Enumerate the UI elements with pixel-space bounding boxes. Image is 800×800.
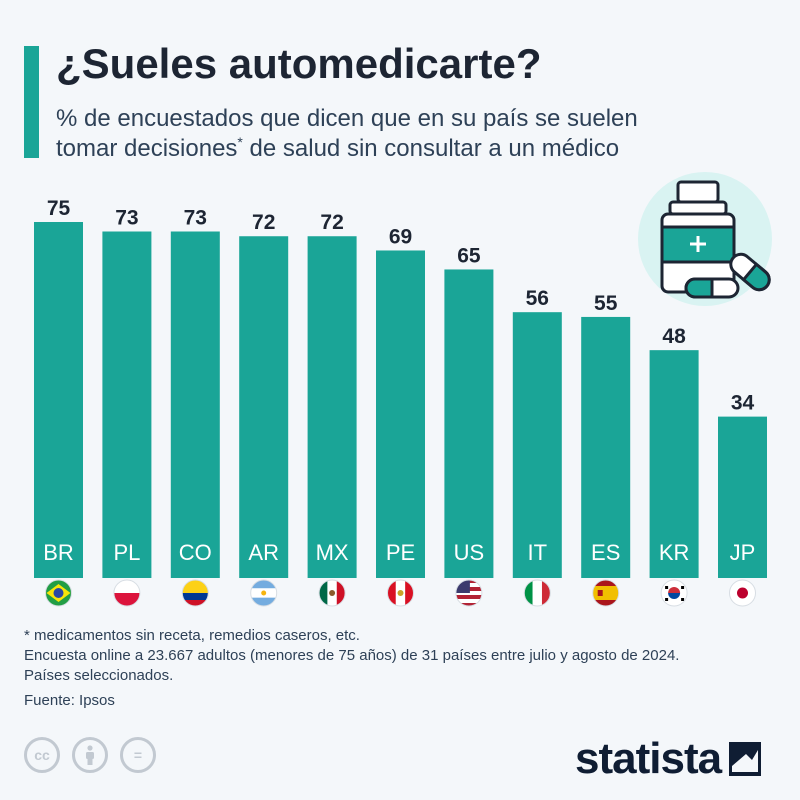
- bar-jp: [718, 416, 767, 578]
- bar-value-co: 73: [184, 206, 207, 229]
- bar-kr: [649, 350, 699, 578]
- bar-co: [170, 231, 220, 578]
- bar-value-us: 65: [457, 244, 481, 267]
- bar-es: [581, 316, 631, 578]
- usa-flag-icon: [455, 579, 483, 607]
- selection-note: Países seleccionados.: [24, 667, 174, 684]
- statista-logo[interactable]: statista: [575, 734, 762, 784]
- license-icons: cc =: [24, 737, 156, 773]
- bar-label-pe: PE: [386, 540, 415, 565]
- japan-flag-icon: [729, 579, 756, 607]
- bar-value-it: 56: [526, 287, 549, 310]
- subtitle-line-2: tomar decisiones* de salud sin consultar…: [56, 134, 756, 164]
- person-icon: [86, 745, 94, 765]
- bar-label-it: IT: [528, 540, 548, 565]
- argentina-flag-icon: [250, 579, 278, 607]
- bar-pe: [376, 250, 425, 579]
- bar-label-us: US: [454, 540, 485, 565]
- bar-value-jp: 34: [731, 392, 755, 415]
- bar-label-ar: AR: [248, 540, 279, 565]
- statista-logo-icon: [729, 742, 762, 776]
- bar-ar: [239, 236, 289, 579]
- bar-br: [34, 222, 83, 578]
- notes: * medicamentos sin receta, remedios case…: [24, 626, 784, 711]
- title-accent-bar: [24, 46, 39, 158]
- subtitle-asterisk: *: [237, 134, 243, 150]
- bar-label-pl: PL: [113, 540, 140, 565]
- chart-title: ¿Sueles automedicarte?: [56, 40, 542, 87]
- source-text: Fuente: Ipsos: [24, 692, 115, 709]
- survey-note: Encuesta online a 23.667 adultos (menore…: [24, 647, 680, 664]
- cc-label: cc: [34, 747, 50, 763]
- peru-flag-icon: [387, 579, 414, 607]
- bar-value-es: 55: [594, 292, 618, 315]
- footnote-text: * medicamentos sin receta, remedios case…: [24, 627, 360, 644]
- bar-label-es: ES: [591, 540, 620, 565]
- bar-us: [444, 269, 494, 578]
- bar-value-br: 75: [47, 197, 71, 220]
- bar-pl: [102, 231, 152, 578]
- no-derivatives-icon[interactable]: =: [120, 737, 156, 773]
- poland-flag-icon: [113, 579, 141, 607]
- brand-name: statista: [575, 734, 722, 783]
- bar-mx: [307, 236, 357, 579]
- bar-value-pe: 69: [389, 225, 412, 248]
- bar-label-mx: MX: [316, 540, 349, 565]
- south-korea-flag-icon: [660, 579, 688, 607]
- mexico-flag-icon: [318, 579, 346, 607]
- chart-subtitle: % de encuestados que dicen que en su paí…: [56, 104, 756, 164]
- brazil-flag-icon: [45, 579, 72, 607]
- bar-label-br: BR: [43, 540, 74, 565]
- bar-value-kr: 48: [662, 325, 686, 348]
- attribution-icon[interactable]: [72, 737, 108, 773]
- subtitle-part-b: de salud sin consultar a un médico: [242, 135, 620, 162]
- bar-label-jp: JP: [730, 540, 756, 565]
- bar-label-co: CO: [179, 540, 212, 565]
- medicine-bottle-icon: [638, 172, 772, 306]
- subtitle-line-1: % de encuestados que dicen que en su paí…: [56, 105, 638, 132]
- bar-value-pl: 73: [115, 206, 138, 229]
- italy-flag-icon: [523, 579, 551, 607]
- bar-it: [512, 312, 562, 578]
- bar-chart: 75 BR 73 PL 73 CO 72 AR 72 MX 69 PE 65 US 56 IT 55 ES 48 KR…: [34, 197, 767, 607]
- bar-value-ar: 72: [252, 211, 275, 234]
- colombia-flag-icon: [181, 579, 209, 607]
- spain-flag-icon: [592, 579, 620, 607]
- nd-label: =: [133, 747, 143, 763]
- bar-value-mx: 72: [320, 211, 343, 234]
- creative-commons-icon[interactable]: cc: [24, 737, 60, 773]
- subtitle-part-a: tomar decisiones: [56, 135, 238, 162]
- bar-label-kr: KR: [659, 540, 690, 565]
